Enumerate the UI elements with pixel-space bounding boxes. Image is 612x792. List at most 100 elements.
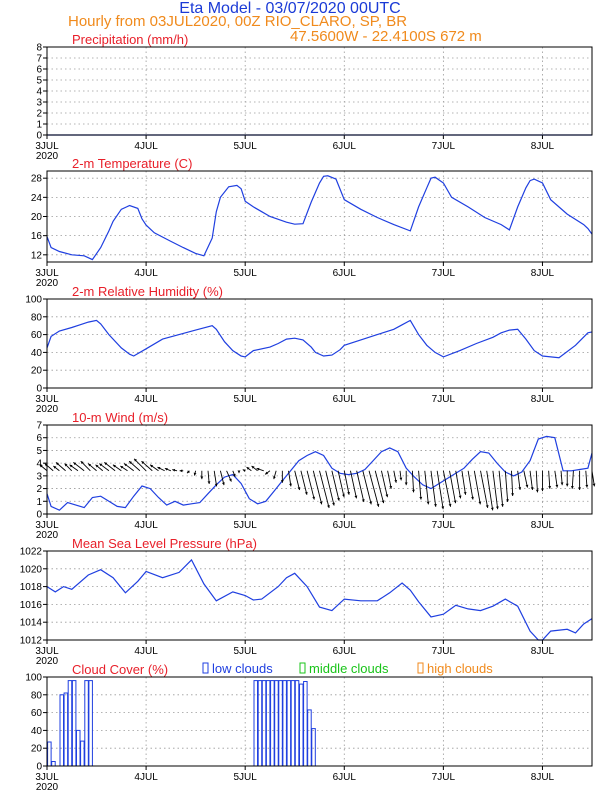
wind-vector-head	[332, 502, 335, 506]
wind-vector-head	[412, 489, 415, 493]
x-tick-label: 4JUL	[134, 268, 158, 279]
wind-vector	[455, 470, 461, 499]
wind-vector-head	[179, 469, 183, 473]
wind-vector-head	[69, 464, 73, 468]
x-tick-label: 6JUL	[333, 646, 357, 657]
wind-vector-head	[129, 461, 133, 464]
wind-vector	[461, 470, 466, 495]
wind-vector-head	[99, 463, 103, 467]
wind-vector	[374, 470, 385, 504]
wind-vector-head	[376, 503, 380, 507]
wind-vector	[350, 470, 357, 499]
y-tick-label: 28	[31, 174, 43, 185]
pressure-title: Mean Sea Level Pressure (hPa)	[72, 536, 257, 551]
wind-vector-head	[73, 462, 77, 466]
y-tick-label: 1016	[20, 600, 43, 611]
wind-vector-head	[541, 488, 544, 492]
y-tick-label: 80	[31, 312, 43, 323]
wind-vector-head	[518, 487, 522, 490]
wind-vector-head	[347, 491, 350, 495]
wind-vector	[486, 470, 494, 511]
wind-vector	[523, 470, 528, 488]
x-tick-label: 4JUL	[134, 772, 158, 783]
wind-vector-head	[592, 483, 596, 487]
wind-vector-head	[434, 503, 437, 507]
panel-temp: 12 16 20 24 28 3JUL2020 4JUL 5JUL 6JUL 7JUL 8JUL 2-…	[31, 156, 593, 289]
x-tick-label: 3JUL	[35, 520, 59, 531]
legend-swatch	[299, 662, 306, 674]
wind-vector-head	[200, 476, 204, 480]
wind-vector	[133, 458, 147, 472]
wind-vector	[548, 470, 551, 489]
wind-vector-head	[134, 458, 137, 462]
wind-vector	[368, 470, 380, 507]
wind-vector	[411, 470, 415, 493]
x-tick-label: 8JUL	[531, 646, 555, 657]
wind-vector-head	[104, 462, 108, 466]
x-tick-year: 2020	[36, 656, 59, 667]
wind-vector-head	[246, 467, 250, 470]
x-tick-label: 7JUL	[432, 394, 456, 405]
x-tick-label: 4JUL	[134, 646, 158, 657]
panel-clouds: 0 20 40 60 80 100 3JUL2020 4JUL 5JUL 6JUL 7JUL 8JUL…	[25, 661, 593, 792]
y-tick-label: 0	[36, 762, 42, 773]
wind-vector-head	[354, 495, 358, 499]
y-tick-label: 1020	[20, 564, 43, 575]
wind-vector-head	[319, 501, 323, 505]
x-tick-label: 6JUL	[333, 394, 357, 405]
wind-vector-head	[399, 477, 403, 481]
wind-vector	[517, 470, 521, 491]
wind-vector	[343, 470, 350, 495]
clouds-title: Cloud Cover (%)	[72, 662, 168, 677]
wind-vector-head	[385, 494, 389, 498]
rh-title: 2-m Relative Humidity (%)	[72, 284, 223, 299]
wind-vector-head	[389, 485, 393, 489]
panel-frame	[46, 424, 593, 515]
wind-vector-head	[193, 472, 197, 476]
x-tick-label: 5JUL	[234, 646, 258, 657]
y-tick-label: 12	[31, 250, 43, 261]
wind-vector-head	[565, 483, 569, 487]
x-tick-label: 6JUL	[333, 520, 357, 531]
wind-vector-head	[242, 469, 246, 473]
wind-vector	[300, 470, 308, 495]
wind-vector-head	[327, 505, 330, 508]
wind-vector	[436, 470, 444, 510]
x-tick-label: 3JUL	[35, 772, 59, 783]
wind-title: 10-m Wind (m/s)	[72, 410, 168, 425]
wind-vector-head	[232, 473, 236, 477]
y-tick-label: 1022	[20, 547, 43, 558]
y-tick-label: 20	[31, 744, 43, 755]
wind-vector	[535, 470, 538, 493]
wind-vector-head	[164, 468, 168, 471]
wind-vector-head	[463, 491, 467, 495]
wind-vector	[571, 470, 574, 489]
wind-vector	[467, 470, 474, 500]
x-tick-label: 8JUL	[531, 772, 555, 783]
panel-frame	[46, 298, 593, 389]
wind-vector-head	[251, 465, 255, 469]
y-tick-label: 1014	[20, 618, 43, 629]
wind-vector	[362, 470, 372, 505]
x-tick-year: 2020	[36, 404, 59, 415]
x-tick-label: 5JUL	[234, 141, 258, 152]
wind-vector	[492, 470, 499, 510]
panel-frame	[46, 550, 593, 641]
run-subtitle: Hourly from 03JUL2020, 00Z RIO_CLARO, SP…	[68, 13, 407, 30]
wind-vector	[380, 470, 388, 498]
wind-vector-head	[273, 476, 276, 480]
wind-vector-head	[471, 496, 474, 500]
wind-vector	[430, 470, 437, 507]
x-tick-label: 6JUL	[333, 141, 357, 152]
wind-vector-head	[555, 484, 559, 488]
wind-vector-head	[289, 483, 292, 487]
pressure-series-line	[46, 558, 593, 641]
x-tick-label: 4JUL	[134, 394, 158, 405]
wind-vector-head	[404, 482, 408, 486]
wind-vector	[529, 470, 533, 491]
x-tick-label: 8JUL	[531, 394, 555, 405]
wind-vector-head	[578, 487, 582, 490]
x-tick-label: 7JUL	[432, 520, 456, 531]
